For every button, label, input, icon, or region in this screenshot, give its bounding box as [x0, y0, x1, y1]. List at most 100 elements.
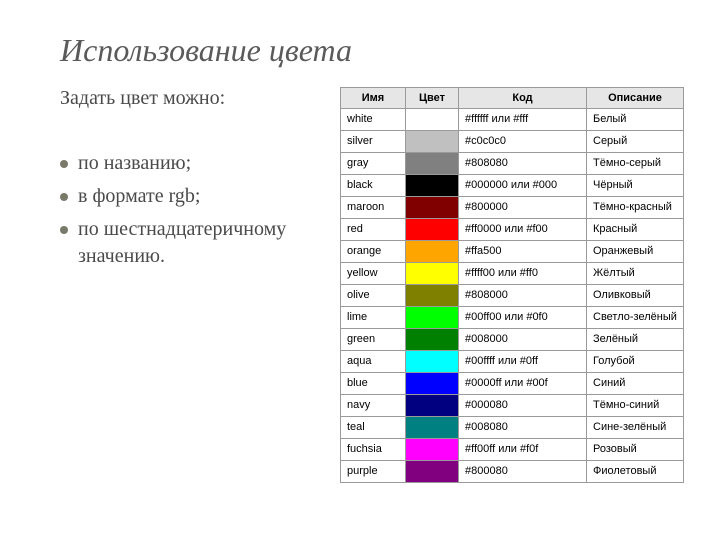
content-row: Задать цвет можно: по названию; в формат…: [60, 87, 684, 483]
cell-name: navy: [341, 395, 406, 417]
cell-swatch: [406, 219, 459, 241]
cell-name: yellow: [341, 263, 406, 285]
cell-name: silver: [341, 131, 406, 153]
cell-swatch: [406, 307, 459, 329]
bullet-item: по шестнадцатеричному значению.: [60, 216, 330, 270]
cell-code: #00ff00 или #0f0: [459, 307, 587, 329]
table-row: yellow #ffff00 или #ff0Жёлтый: [341, 263, 684, 285]
cell-name: olive: [341, 285, 406, 307]
table-row: gray #808080Тёмно-серый: [341, 153, 684, 175]
col-header-code: Код: [459, 88, 587, 109]
table-row: white #ffffff или #fffБелый: [341, 109, 684, 131]
cell-name: white: [341, 109, 406, 131]
cell-swatch: [406, 329, 459, 351]
cell-desc: Тёмно-красный: [587, 197, 684, 219]
cell-desc: Тёмно-синий: [587, 395, 684, 417]
cell-desc: Тёмно-серый: [587, 153, 684, 175]
cell-name: orange: [341, 241, 406, 263]
table-row: maroon #800000Тёмно-красный: [341, 197, 684, 219]
cell-desc: Светло-зелёный: [587, 307, 684, 329]
table-row: black#000000 или #000Чёрный: [341, 175, 684, 197]
cell-code: #008080: [459, 417, 587, 439]
cell-code: #008000: [459, 329, 587, 351]
table-row: fuchsia #ff00ff или #f0fРозовый: [341, 439, 684, 461]
cell-swatch: [406, 197, 459, 219]
cell-code: #00ffff или #0ff: [459, 351, 587, 373]
cell-swatch: [406, 373, 459, 395]
cell-desc: Розовый: [587, 439, 684, 461]
cell-name: fuchsia: [341, 439, 406, 461]
cell-swatch: [406, 461, 459, 483]
cell-name: blue: [341, 373, 406, 395]
col-header-name: Имя: [341, 88, 406, 109]
table-row: olive #808000Оливковый: [341, 285, 684, 307]
table-header-row: Имя Цвет Код Описание: [341, 88, 684, 109]
table-row: green #008000Зелёный: [341, 329, 684, 351]
cell-desc: Голубой: [587, 351, 684, 373]
cell-code: #c0c0c0: [459, 131, 587, 153]
slide: Использование цвета Задать цвет можно: п…: [0, 0, 720, 540]
bullet-list: по названию; в формате rgb; по шестнадца…: [60, 150, 330, 270]
cell-code: #ffff00 или #ff0: [459, 263, 587, 285]
table-row: red #ff0000 или #f00Красный: [341, 219, 684, 241]
bullet-item: по названию;: [60, 150, 330, 177]
cell-swatch: [406, 109, 459, 131]
cell-desc: Жёлтый: [587, 263, 684, 285]
cell-name: teal: [341, 417, 406, 439]
cell-swatch: [406, 175, 459, 197]
cell-swatch: [406, 241, 459, 263]
page-title: Использование цвета: [60, 32, 684, 69]
col-header-desc: Описание: [587, 88, 684, 109]
cell-code: #000080: [459, 395, 587, 417]
color-table: Имя Цвет Код Описание white #ffffff или #…: [340, 87, 684, 483]
cell-desc: Красный: [587, 219, 684, 241]
cell-name: gray: [341, 153, 406, 175]
cell-name: lime: [341, 307, 406, 329]
table-row: navy #000080Тёмно-синий: [341, 395, 684, 417]
right-column: Имя Цвет Код Описание white #ffffff или #…: [340, 87, 684, 483]
table-row: lime #00ff00 или #0f0Светло-зелёный: [341, 307, 684, 329]
cell-desc: Серый: [587, 131, 684, 153]
cell-name: green: [341, 329, 406, 351]
cell-code: #800000: [459, 197, 587, 219]
table-row: purple #800080Фиолетовый: [341, 461, 684, 483]
cell-code: #800080: [459, 461, 587, 483]
table-row: aqua #00ffff или #0ffГолубой: [341, 351, 684, 373]
cell-swatch: [406, 131, 459, 153]
cell-name: purple: [341, 461, 406, 483]
cell-desc: Белый: [587, 109, 684, 131]
left-column: Задать цвет можно: по названию; в формат…: [60, 87, 340, 276]
cell-code: #808000: [459, 285, 587, 307]
cell-swatch: [406, 439, 459, 461]
cell-desc: Оливковый: [587, 285, 684, 307]
bullet-item: в формате rgb;: [60, 183, 330, 210]
cell-desc: Зелёный: [587, 329, 684, 351]
cell-desc: Синий: [587, 373, 684, 395]
cell-code: #ffa500: [459, 241, 587, 263]
table-row: teal #008080Сине-зелёный: [341, 417, 684, 439]
cell-code: #ff00ff или #f0f: [459, 439, 587, 461]
cell-code: #ffffff или #fff: [459, 109, 587, 131]
cell-code: #000000 или #000: [459, 175, 587, 197]
cell-name: black: [341, 175, 406, 197]
col-header-color: Цвет: [406, 88, 459, 109]
cell-swatch: [406, 417, 459, 439]
cell-swatch: [406, 263, 459, 285]
cell-code: #808080: [459, 153, 587, 175]
cell-code: #0000ff или #00f: [459, 373, 587, 395]
cell-desc: Фиолетовый: [587, 461, 684, 483]
cell-name: red: [341, 219, 406, 241]
table-row: blue #0000ff или #00fСиний: [341, 373, 684, 395]
table-row: silver #c0c0c0Серый: [341, 131, 684, 153]
cell-name: aqua: [341, 351, 406, 373]
cell-swatch: [406, 153, 459, 175]
cell-desc: Оранжевый: [587, 241, 684, 263]
cell-code: #ff0000 или #f00: [459, 219, 587, 241]
cell-swatch: [406, 395, 459, 417]
cell-desc: Сине-зелёный: [587, 417, 684, 439]
cell-swatch: [406, 285, 459, 307]
subtitle: Задать цвет можно:: [60, 87, 330, 110]
table-row: orange #ffa500Оранжевый: [341, 241, 684, 263]
cell-swatch: [406, 351, 459, 373]
cell-name: maroon: [341, 197, 406, 219]
